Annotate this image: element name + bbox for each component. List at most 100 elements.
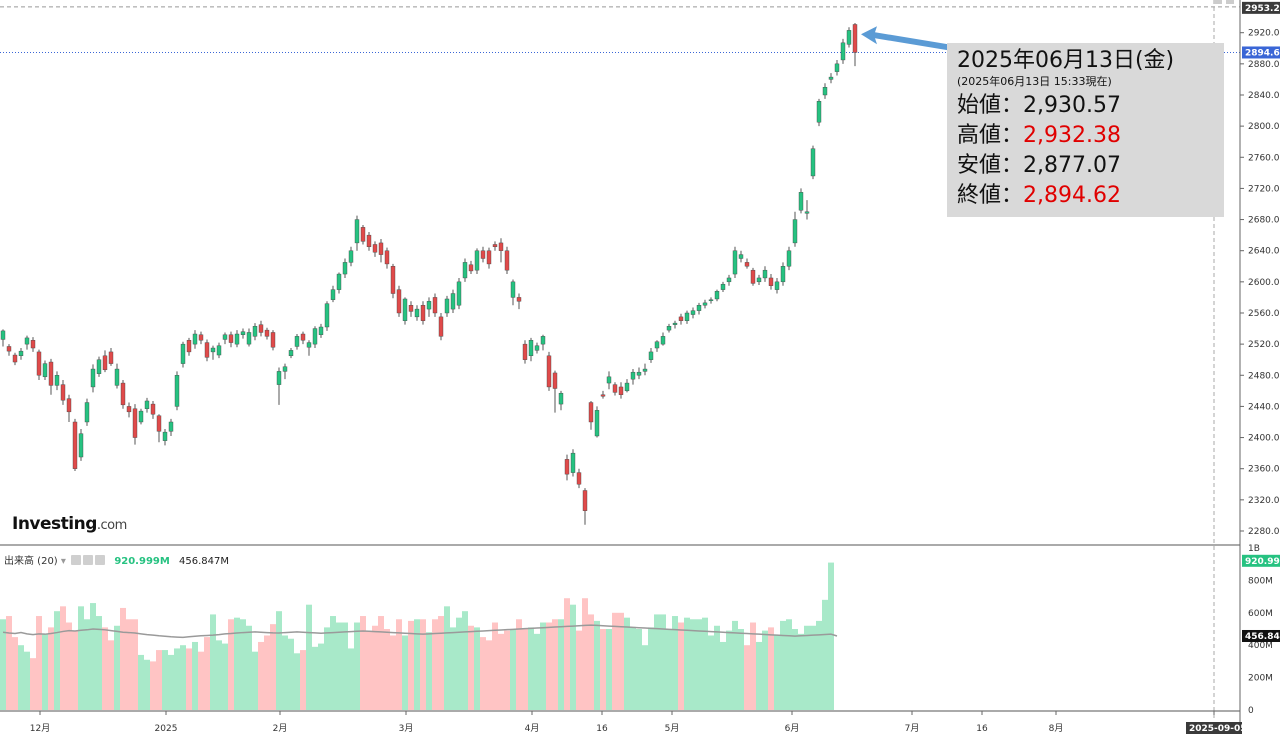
volume-bar xyxy=(180,645,186,710)
volume-bar xyxy=(678,622,684,710)
volume-bar xyxy=(96,616,102,710)
candle-body xyxy=(522,343,528,360)
x-tick-label: 2月 xyxy=(273,723,288,734)
candle-body xyxy=(690,310,696,315)
volume-bar xyxy=(426,632,432,710)
candle-body xyxy=(774,281,780,290)
candle-body xyxy=(6,346,12,352)
candle-body xyxy=(390,266,396,294)
volume-bar xyxy=(144,659,150,710)
x-tick-label: 6月 xyxy=(785,723,800,734)
candle-body xyxy=(474,250,480,271)
volume-bar xyxy=(384,629,390,710)
volume-bar xyxy=(726,630,732,710)
volume-bar xyxy=(594,620,600,710)
price-tick-label: 2560.00 xyxy=(1248,309,1280,319)
candle-body xyxy=(654,341,660,349)
candle-body xyxy=(480,250,486,259)
date-tag-bg xyxy=(1186,722,1242,734)
candle-body xyxy=(606,376,612,384)
toolbar-icon[interactable] xyxy=(1214,0,1222,4)
candlestick-series xyxy=(0,23,858,525)
volume-bar xyxy=(612,612,618,710)
candle-body xyxy=(210,347,216,353)
volume-bar xyxy=(468,625,474,710)
candle-body xyxy=(714,290,720,300)
high-label: 高値： xyxy=(957,123,1024,148)
candle-body xyxy=(756,277,762,283)
volume-bar xyxy=(756,641,762,710)
volume-bar xyxy=(564,598,570,710)
volume-tick-label: 0 xyxy=(1248,706,1254,716)
candle-body xyxy=(810,148,816,177)
volume-bar xyxy=(630,627,636,710)
volume-bar xyxy=(606,629,612,710)
volume-bar xyxy=(252,651,258,710)
volume-bar xyxy=(456,617,462,710)
volume-bar xyxy=(738,629,744,710)
close-icon[interactable] xyxy=(95,555,106,565)
candle-body xyxy=(570,452,576,473)
candle-body xyxy=(78,433,84,458)
price-tick-label: 2680.00 xyxy=(1248,216,1280,226)
volume-bar xyxy=(762,630,768,710)
volume-ma-value: 456.847M xyxy=(179,556,229,567)
price-tick-label: 2920.00 xyxy=(1248,29,1280,39)
candle-body xyxy=(198,334,204,341)
info-date: 2025年06月13日(金) xyxy=(957,48,1175,73)
volume-bar xyxy=(546,622,552,710)
candle-body xyxy=(684,312,690,321)
volume-tick-label: 600M xyxy=(1248,609,1273,619)
volume-bar xyxy=(36,616,42,710)
volume-bar xyxy=(720,641,726,710)
candle-body xyxy=(834,63,840,72)
volume-bar xyxy=(750,622,756,710)
volume-ma-line xyxy=(2,624,838,639)
volume-bar xyxy=(162,650,168,710)
price-tick-label: 2320.00 xyxy=(1248,496,1280,506)
candle-body xyxy=(408,305,414,312)
volume-bar xyxy=(276,611,282,710)
logo-text: Investing xyxy=(12,514,97,534)
volume-bar xyxy=(234,617,240,710)
candle-body xyxy=(108,351,114,364)
volume-bar xyxy=(744,645,750,710)
ohlc-info-box: 2025年06月13日(金) (2025年06月13日 15:33現在) 始値：… xyxy=(947,43,1224,217)
volume-bar xyxy=(702,617,708,710)
volume-bar xyxy=(510,629,516,710)
candle-body xyxy=(420,305,426,321)
candle-body xyxy=(282,366,288,372)
candle-body xyxy=(588,402,594,423)
dropdown-caret-icon[interactable]: ▾ xyxy=(60,556,66,567)
volume-bar xyxy=(264,635,270,710)
candle-body xyxy=(30,340,36,349)
candle-body xyxy=(846,30,852,45)
visibility-icon[interactable] xyxy=(83,555,94,565)
toolbar-icon[interactable] xyxy=(1226,0,1234,4)
volume-bar xyxy=(324,627,330,710)
candle-body xyxy=(594,410,600,437)
candle-body xyxy=(564,459,570,475)
candle-body xyxy=(486,250,492,265)
candle-body xyxy=(336,273,342,290)
volume-indicator-name: 出来高 (20) xyxy=(4,556,58,567)
volume-bar xyxy=(108,640,114,710)
volume-bar xyxy=(540,622,546,710)
settings-icon[interactable] xyxy=(71,555,82,565)
candle-body xyxy=(372,244,378,253)
volume-bar xyxy=(708,635,714,710)
volume-bar xyxy=(282,635,288,710)
candle-body xyxy=(804,211,810,214)
volume-bar xyxy=(690,619,696,710)
candle-body xyxy=(456,281,462,306)
volume-bar xyxy=(474,627,480,710)
candle-body xyxy=(366,234,372,248)
volume-bar xyxy=(288,638,294,710)
x-tick-label: 8月 xyxy=(1049,723,1064,734)
volume-bar xyxy=(270,624,276,710)
candle-body xyxy=(576,472,582,485)
volume-bar xyxy=(216,640,222,710)
volume-ma-tag-bg xyxy=(1242,629,1280,642)
volume-bar xyxy=(624,617,630,710)
